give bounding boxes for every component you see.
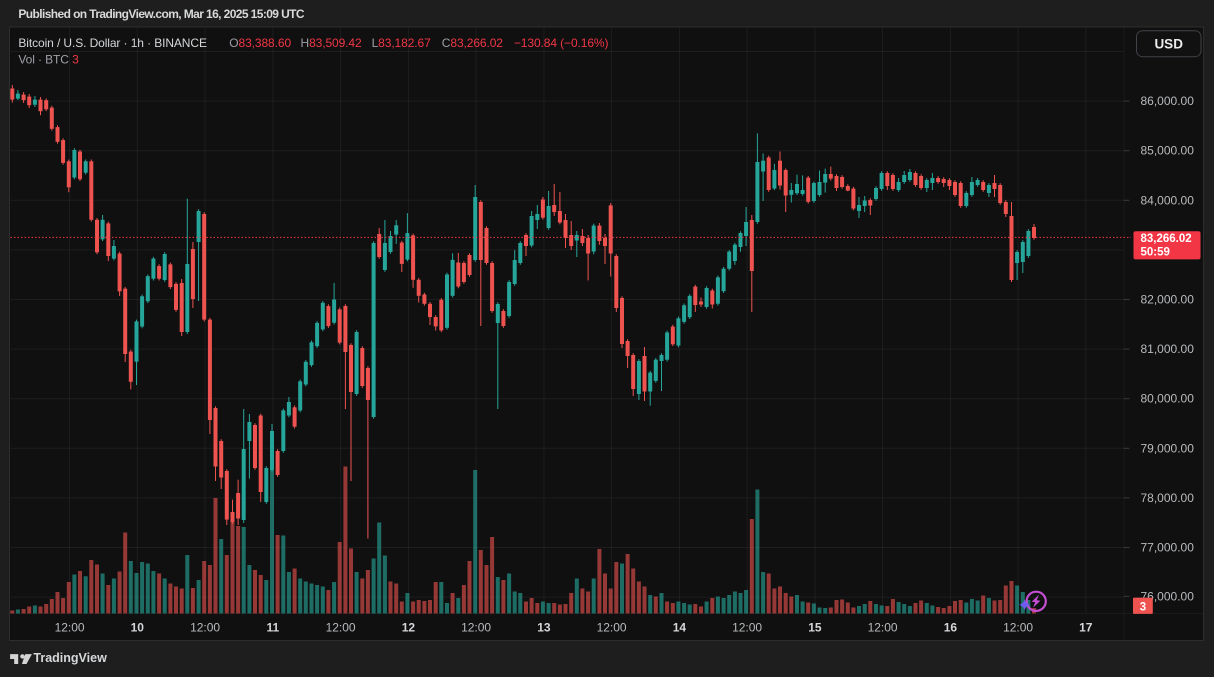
svg-text:16: 16 xyxy=(944,621,958,635)
svg-text:12:00: 12:00 xyxy=(1003,621,1033,635)
svg-text:15: 15 xyxy=(808,621,822,635)
svg-text:17: 17 xyxy=(1079,621,1093,635)
svg-text:Published on TradingView.com,: Published on TradingView.com, Mar 16, 20… xyxy=(18,7,305,21)
svg-text:−130.84 (−0.16%): −130.84 (−0.16%) xyxy=(514,36,609,50)
svg-text:78,000.00: 78,000.00 xyxy=(1141,491,1195,505)
svg-text:84,000.00: 84,000.00 xyxy=(1141,193,1195,207)
svg-text:76,000.00: 76,000.00 xyxy=(1141,589,1195,603)
svg-text:12:00: 12:00 xyxy=(597,621,627,635)
svg-text:Bitcoin / U.S. Dollar · 1h · B: Bitcoin / U.S. Dollar · 1h · BINANCE xyxy=(18,36,207,50)
svg-text:12:00: 12:00 xyxy=(326,621,356,635)
svg-text:11: 11 xyxy=(267,621,280,635)
svg-text:83,266.02: 83,266.02 xyxy=(1141,233,1192,245)
svg-text:Vol · BTC 3: Vol · BTC 3 xyxy=(18,52,79,66)
svg-text:80,000.00: 80,000.00 xyxy=(1141,392,1195,406)
svg-text:H83,509.42: H83,509.42 xyxy=(301,36,362,50)
svg-text:12:00: 12:00 xyxy=(461,621,491,635)
svg-text:12:00: 12:00 xyxy=(55,621,85,635)
svg-text:14: 14 xyxy=(673,621,687,635)
svg-text:USD: USD xyxy=(1154,37,1183,52)
svg-text:13: 13 xyxy=(537,621,551,635)
svg-text:12:00: 12:00 xyxy=(732,621,762,635)
svg-text:81,000.00: 81,000.00 xyxy=(1141,342,1195,356)
svg-text:82,000.00: 82,000.00 xyxy=(1141,293,1195,307)
svg-text:10: 10 xyxy=(131,621,145,635)
svg-text:O83,388.60: O83,388.60 xyxy=(229,36,291,50)
svg-text:79,000.00: 79,000.00 xyxy=(1141,441,1195,455)
svg-text:77,000.00: 77,000.00 xyxy=(1141,541,1195,555)
svg-text:85,000.00: 85,000.00 xyxy=(1141,144,1195,158)
svg-text:TradingView: TradingView xyxy=(33,651,107,665)
svg-text:50:59: 50:59 xyxy=(1141,246,1170,258)
svg-text:L83,182.67: L83,182.67 xyxy=(372,36,431,50)
svg-text:3: 3 xyxy=(1140,601,1146,613)
svg-text:C83,266.02: C83,266.02 xyxy=(442,36,503,50)
svg-text:12: 12 xyxy=(402,621,416,635)
svg-text:86,000.00: 86,000.00 xyxy=(1141,94,1195,108)
svg-text:12:00: 12:00 xyxy=(190,621,220,635)
svg-text:12:00: 12:00 xyxy=(868,621,898,635)
